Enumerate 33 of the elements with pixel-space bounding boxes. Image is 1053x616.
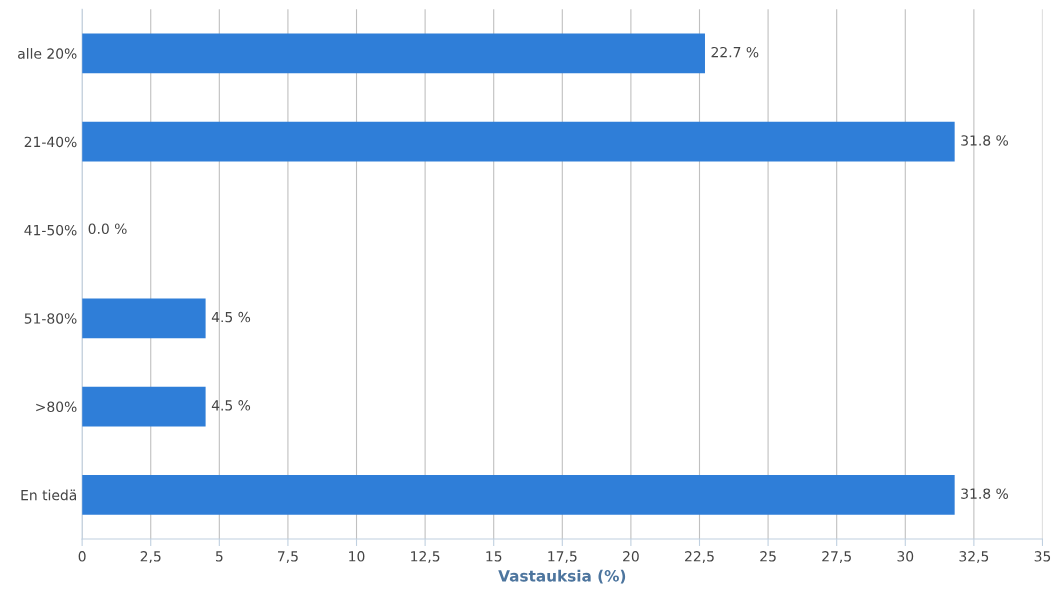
x-tick-label: 12,5 [411, 551, 440, 563]
x-tick-label: 25 [760, 551, 776, 562]
x-tick-label: 10 [349, 551, 365, 562]
bar [82, 474, 955, 515]
data-label: 0.0 % [88, 223, 127, 234]
x-tick-label: 17,5 [548, 551, 577, 563]
y-tick-label: 51-80% [24, 313, 77, 324]
data-label: 4.5 % [211, 400, 251, 411]
y-tick-label: En tiedä [21, 489, 77, 501]
data-label: 31.8 % [961, 135, 1008, 146]
x-tick-label: 32,5 [959, 551, 989, 563]
x-tick-label: 5 [215, 551, 223, 562]
x-tick-label: 15 [486, 551, 502, 562]
x-tick-label: 20 [623, 551, 639, 562]
y-tick-label: 41-50% [24, 224, 77, 236]
x-tick-label: 35 [1034, 551, 1051, 562]
bar [82, 33, 705, 74]
y-tick-label: 21-40% [24, 136, 77, 148]
x-tick-label: 0 [78, 551, 86, 562]
x-tick-label: 7,5 [278, 551, 298, 563]
bar [82, 298, 206, 339]
data-label: 22.7 % [711, 46, 759, 58]
x-tick-label: 30 [897, 551, 914, 562]
data-label: 31.8 % [961, 488, 1008, 499]
x-tick-label: 22,5 [685, 551, 714, 563]
bar [82, 386, 206, 427]
y-tick-label: alle 20% [18, 48, 77, 59]
x-axis-title: Vastauksia (%) [498, 569, 626, 584]
y-tick-label: >80% [36, 401, 77, 413]
x-tick-label: 2,5 [140, 551, 161, 563]
bar [82, 121, 955, 162]
data-label: 4.5 % [211, 311, 251, 323]
x-tick-label: 27,5 [822, 551, 851, 563]
